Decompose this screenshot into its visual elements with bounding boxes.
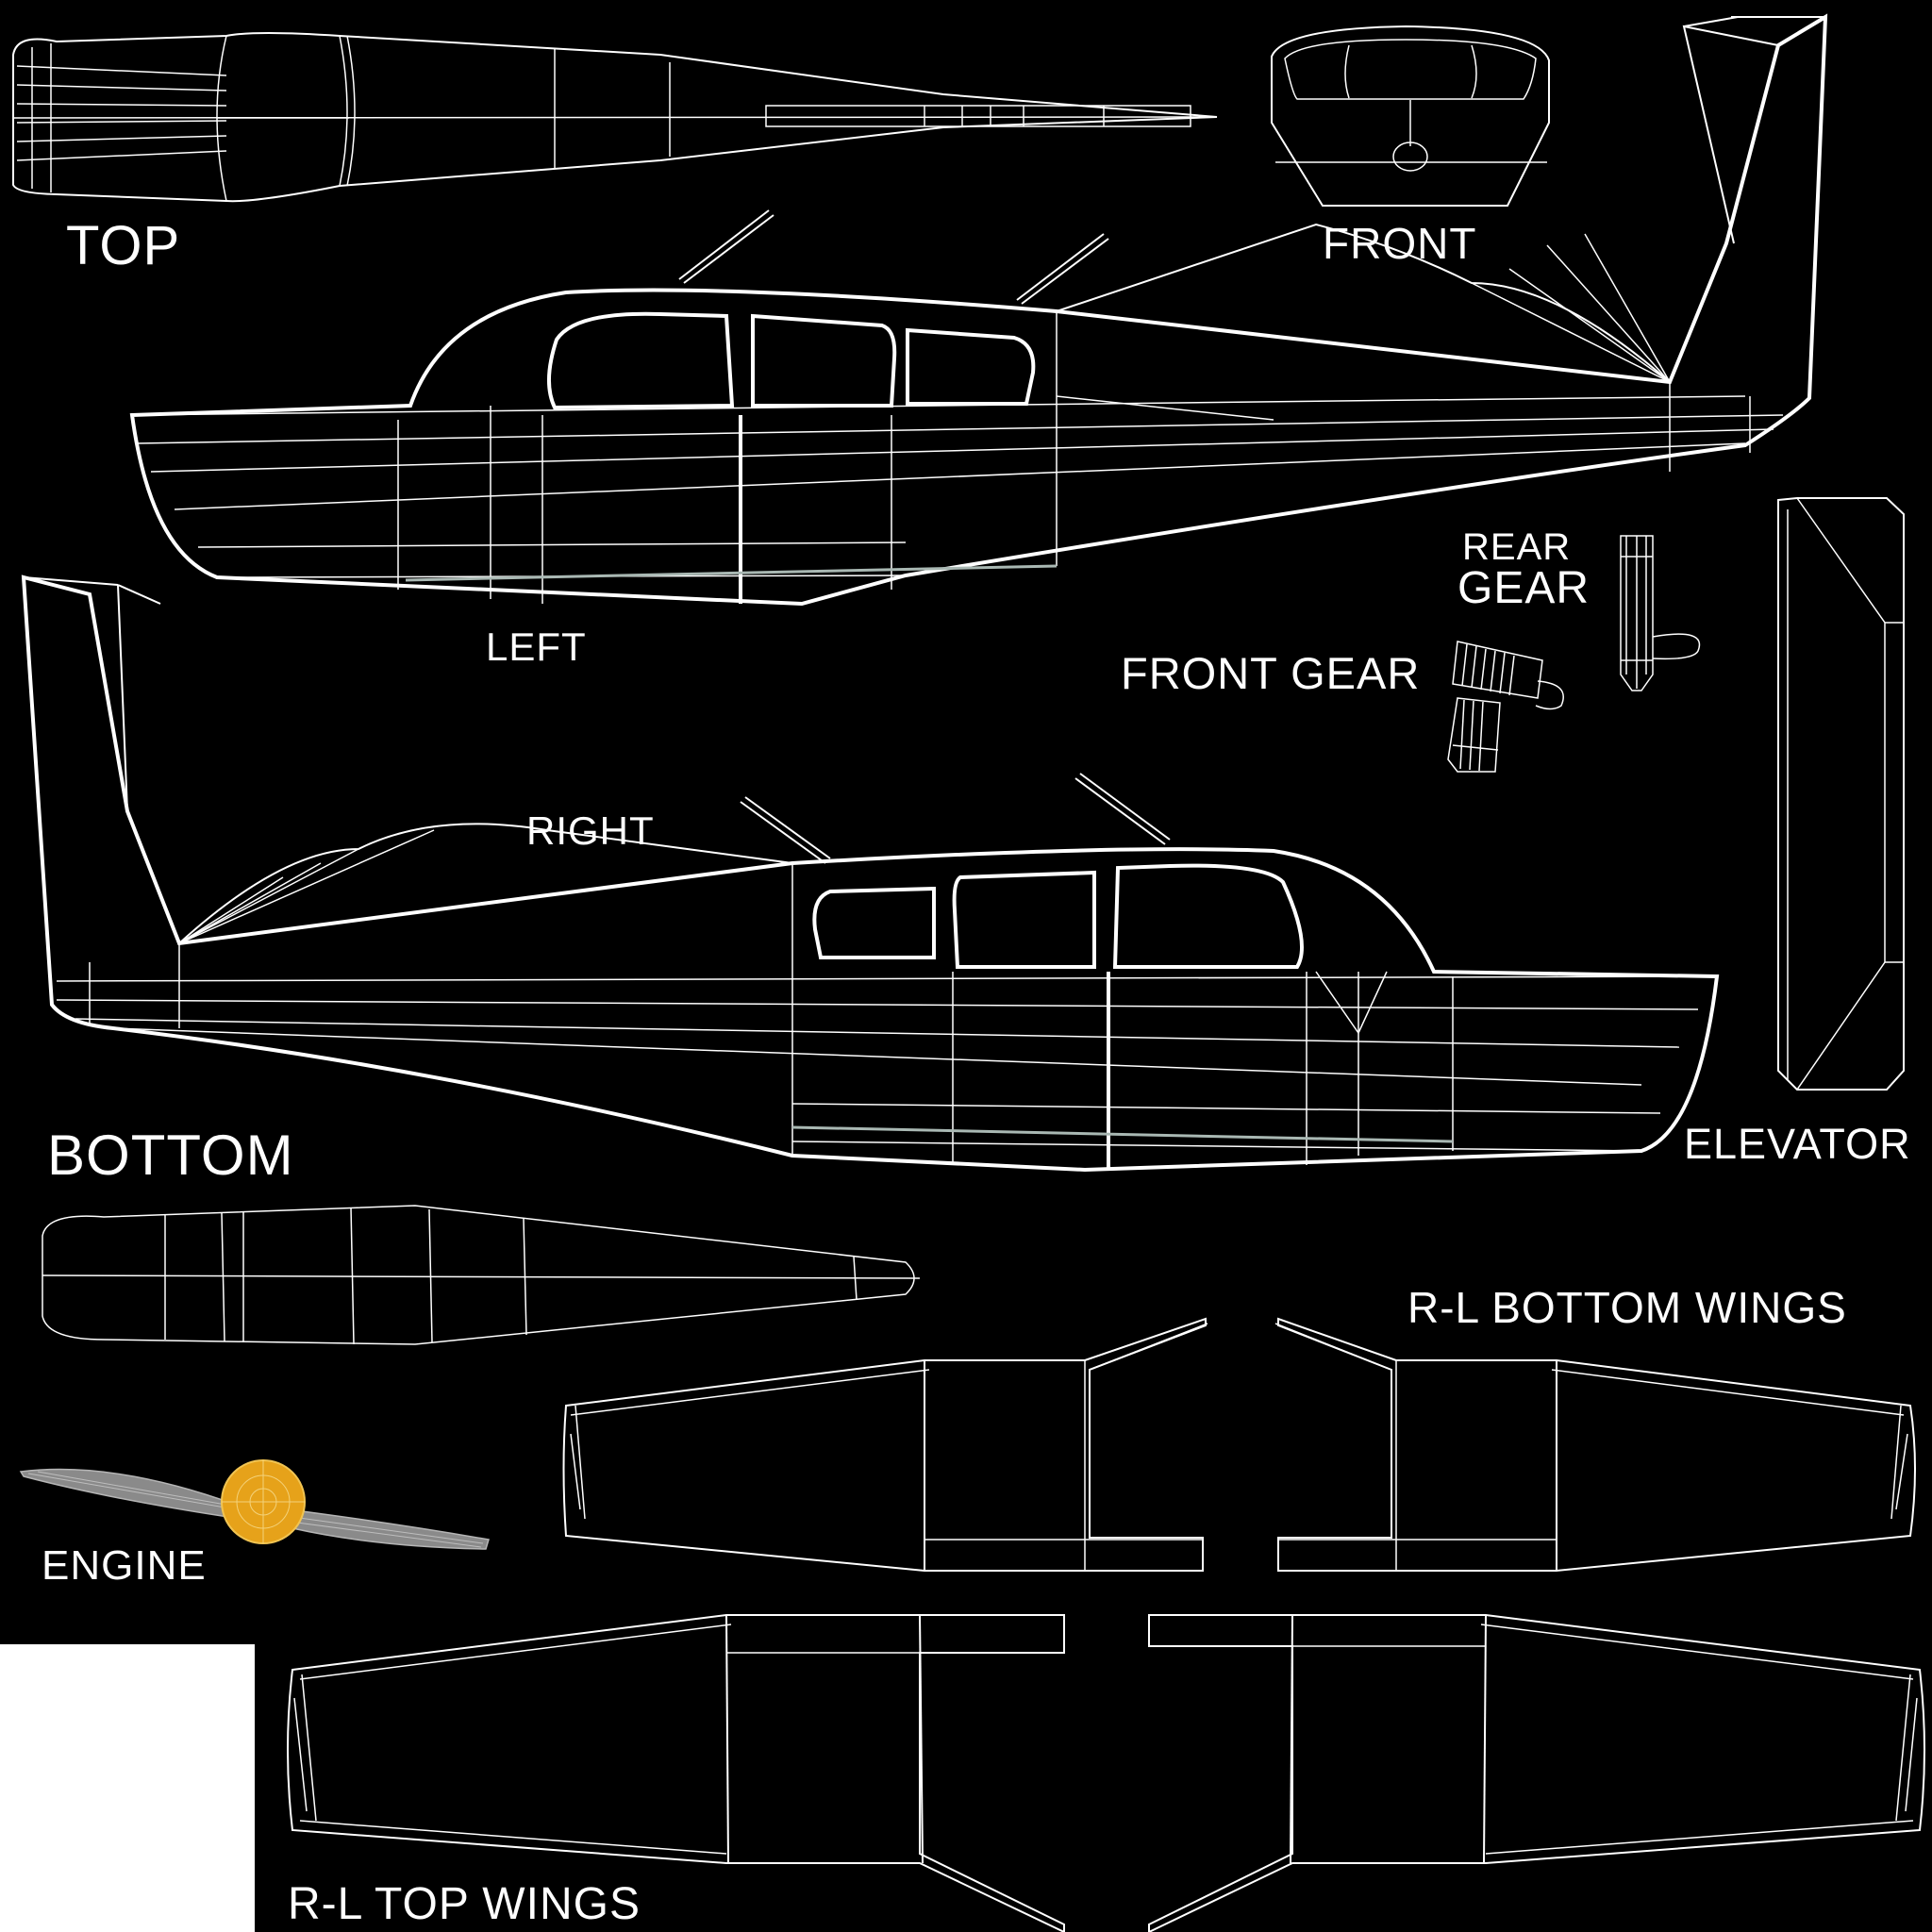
label-front: FRONT [1323,219,1477,268]
front-view-fuselage [1271,25,1550,207]
top-view-fuselage [12,32,1218,203]
label-engine: ENGINE [42,1542,207,1589]
label-top: TOP [66,215,181,276]
top-wing-right [287,1614,1065,1932]
elevator-part [1777,497,1905,1091]
label-bottom: BOTTOM [47,1124,294,1187]
engine-propeller [19,1459,490,1550]
label-left: LEFT [486,625,587,669]
label-bottom-wings: R-L BOTTOM WINGS [1407,1283,1847,1332]
blank-white-patch [0,1644,255,1932]
front-gear-part [1447,641,1564,773]
bottom-wing-left [1274,1317,1916,1572]
bottom-wing-right [562,1317,1208,1572]
label-rear-gear-line2: GEAR [1457,563,1591,613]
left-side-fuselage [129,13,1828,607]
bottom-view-fuselage [42,1205,921,1345]
label-front-gear: FRONT GEAR [1121,648,1421,698]
label-elevator: ELEVATOR [1684,1120,1911,1168]
label-top-wings: R-L TOP WINGS [288,1879,641,1929]
right-side-fuselage [21,575,1720,1173]
top-wing-left [1148,1614,1925,1932]
label-rear-gear-line1: REAR [1462,526,1572,568]
rear-gear-part [1620,535,1701,691]
label-right: RIGHT [526,808,655,853]
